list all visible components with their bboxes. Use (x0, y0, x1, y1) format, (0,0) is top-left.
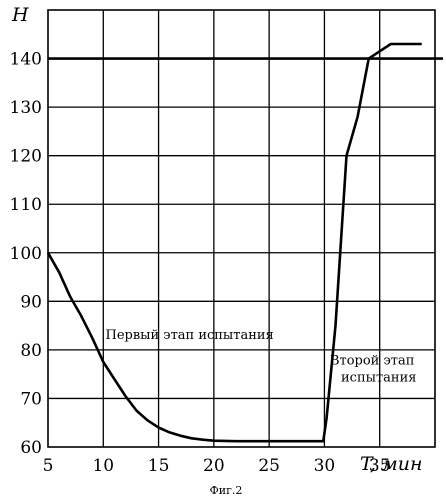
y-tick-label: 80 (20, 341, 42, 361)
y-tick-label: 130 (10, 98, 42, 118)
y-tick-label: 110 (10, 195, 42, 215)
y-tick-label: 100 (10, 244, 42, 264)
annotation-label: Первый этап испытания (105, 328, 273, 343)
y-axis-label: H (11, 4, 29, 26)
y-tick-label: 140 (10, 50, 42, 70)
x-tick-label: 5 (43, 456, 54, 476)
annotation-label: испытания (341, 370, 416, 385)
figure-caption: Фиг.2 (210, 484, 243, 497)
x-tick-label: 20 (203, 456, 225, 476)
x-tick-label: 15 (148, 456, 170, 476)
x-tick-label: 30 (314, 456, 336, 476)
y-tick-label: 70 (20, 389, 42, 409)
y-tick-label: 60 (20, 438, 42, 458)
x-tick-label: 10 (92, 456, 114, 476)
x-axis-label: T, мин (360, 453, 422, 475)
y-tick-label: 120 (10, 147, 42, 167)
x-tick-label: 25 (258, 456, 280, 476)
y-tick-label: 90 (20, 292, 42, 312)
annotation-label: Второй этап (330, 353, 414, 368)
